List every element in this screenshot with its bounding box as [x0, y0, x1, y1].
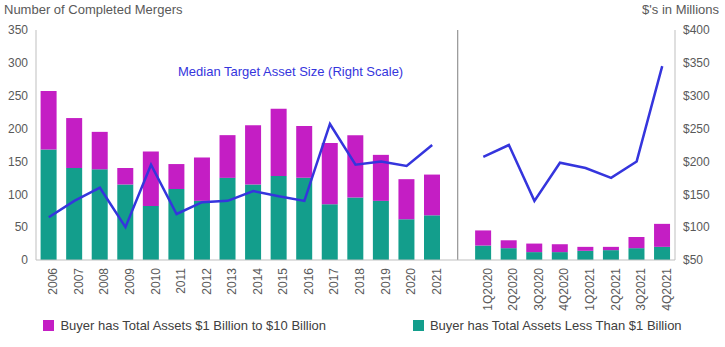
svg-text:150: 150	[8, 155, 28, 169]
html-text:Buyer has Total Assets $1 Bill: Buyer has Total Assets $1 Billion to $10…	[60, 318, 327, 333]
svg-text:3Q2021: 3Q2021	[634, 268, 648, 311]
svg-text:2Q2021: 2Q2021	[609, 268, 623, 311]
svg-text:2021: 2021	[430, 268, 444, 295]
svg-text:2015: 2015	[276, 268, 290, 295]
svg-text:1Q2021: 1Q2021	[583, 268, 597, 311]
svg-text:4Q2021: 4Q2021	[660, 268, 674, 311]
svg-text:2014: 2014	[251, 268, 265, 295]
svg-text:2006: 2006	[46, 268, 60, 295]
svg-text:2012: 2012	[200, 268, 214, 295]
svg-text:2010: 2010	[149, 268, 163, 295]
svg-text:$150: $150	[683, 188, 710, 202]
svg-text:2013: 2013	[225, 268, 239, 295]
svg-text:2Q2020: 2Q2020	[506, 268, 520, 311]
svg-text:100: 100	[8, 188, 28, 202]
svg-text:300: 300	[8, 56, 28, 70]
svg-text:2009: 2009	[123, 268, 137, 295]
svg-text:3Q2020: 3Q2020	[532, 268, 546, 311]
html-text:$'s in Millions: $'s in Millions	[642, 2, 719, 17]
svg-text:250: 250	[8, 89, 28, 103]
html-text:Buyer has Total Assets Less Th: Buyer has Total Assets Less Than $1 Bill…	[429, 318, 682, 333]
svg-text:$50: $50	[683, 253, 703, 267]
svg-text:$400: $400	[683, 23, 710, 37]
svg-text:2011: 2011	[174, 268, 188, 294]
svg-text:2008: 2008	[97, 268, 111, 295]
svg-text:200: 200	[8, 122, 28, 136]
svg-text:$350: $350	[683, 56, 710, 70]
svg-text:350: 350	[8, 23, 28, 37]
svg-text:2017: 2017	[327, 268, 341, 295]
svg-text:$100: $100	[683, 220, 710, 234]
svg-text:$300: $300	[683, 89, 710, 103]
svg-text:2019: 2019	[379, 268, 393, 295]
html-text:Number of Completed Mergers: Number of Completed Mergers	[4, 2, 183, 17]
svg-text:4Q2020: 4Q2020	[558, 268, 572, 311]
svg-text:$200: $200	[683, 155, 710, 169]
svg-text:2020: 2020	[404, 268, 418, 295]
svg-text:50: 50	[15, 220, 29, 234]
svg-text:2007: 2007	[72, 268, 86, 295]
svg-text:1Q2020: 1Q2020	[481, 268, 495, 311]
svg-text:2018: 2018	[353, 268, 367, 295]
svg-text:2016: 2016	[302, 268, 316, 295]
html-text:Median Target Asset Size (Righ: Median Target Asset Size (Right Scale)	[178, 64, 404, 79]
svg-text:$250: $250	[683, 122, 710, 136]
svg-text:0: 0	[21, 253, 28, 267]
